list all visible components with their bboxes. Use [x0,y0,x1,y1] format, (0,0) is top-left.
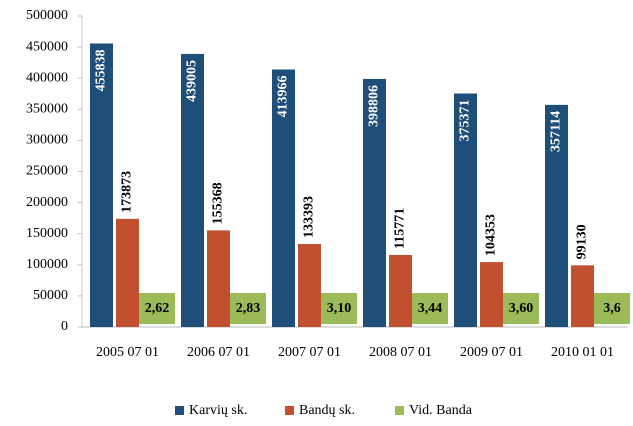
y-tick-label: 350000 [26,102,68,117]
data-label: 2,83 [236,301,261,316]
data-label: 173873 [120,171,135,213]
data-label: 3,10 [327,301,352,316]
bar [207,230,230,327]
data-label: 357114 [549,111,564,152]
data-label: 133393 [302,196,317,238]
x-tick-label: 2009 07 01 [460,345,523,360]
y-tick-label: 150000 [26,226,68,241]
data-label: 2,62 [145,301,170,316]
x-tick-label: 2006 07 01 [187,345,250,360]
y-tick-label: 500000 [26,8,68,23]
data-label: 439005 [185,60,200,102]
data-label: 3,44 [418,301,443,316]
y-tick-label: 50000 [33,288,68,303]
data-label: 99130 [575,224,590,259]
x-tick-label: 2010 01 01 [551,345,614,360]
data-label: 455838 [94,49,109,91]
data-label: 413966 [276,76,291,118]
legend-swatch [395,406,404,415]
y-tick-label: 250000 [26,164,68,179]
legend-label: Bandų sk. [299,403,355,418]
data-label: 104353 [484,214,499,256]
x-tick-label: 2007 07 01 [278,345,341,360]
y-tick-label: 450000 [26,39,68,54]
data-label: 115771 [393,208,408,249]
legend-swatch [285,406,294,415]
data-label: 398806 [367,85,382,127]
data-label: 3,60 [509,301,534,316]
y-tick-label: 100000 [26,257,68,272]
x-tick-label: 2008 07 01 [369,345,432,360]
bar [571,265,594,327]
y-tick-label: 300000 [26,133,68,148]
legend-label: Karvių sk. [189,403,247,418]
y-tick-label: 400000 [26,70,68,85]
bar [480,262,503,327]
bar [116,219,139,327]
y-tick-label: 0 [61,319,68,334]
data-label: 375371 [458,100,473,142]
y-tick-label: 200000 [26,195,68,210]
legend-label: Vid. Banda [409,403,473,418]
x-tick-label: 2005 07 01 [96,345,159,360]
data-label: 155368 [211,182,226,224]
legend-swatch [175,406,184,415]
bar [298,244,321,327]
data-label: 3,6 [603,301,621,316]
bar [389,255,412,327]
